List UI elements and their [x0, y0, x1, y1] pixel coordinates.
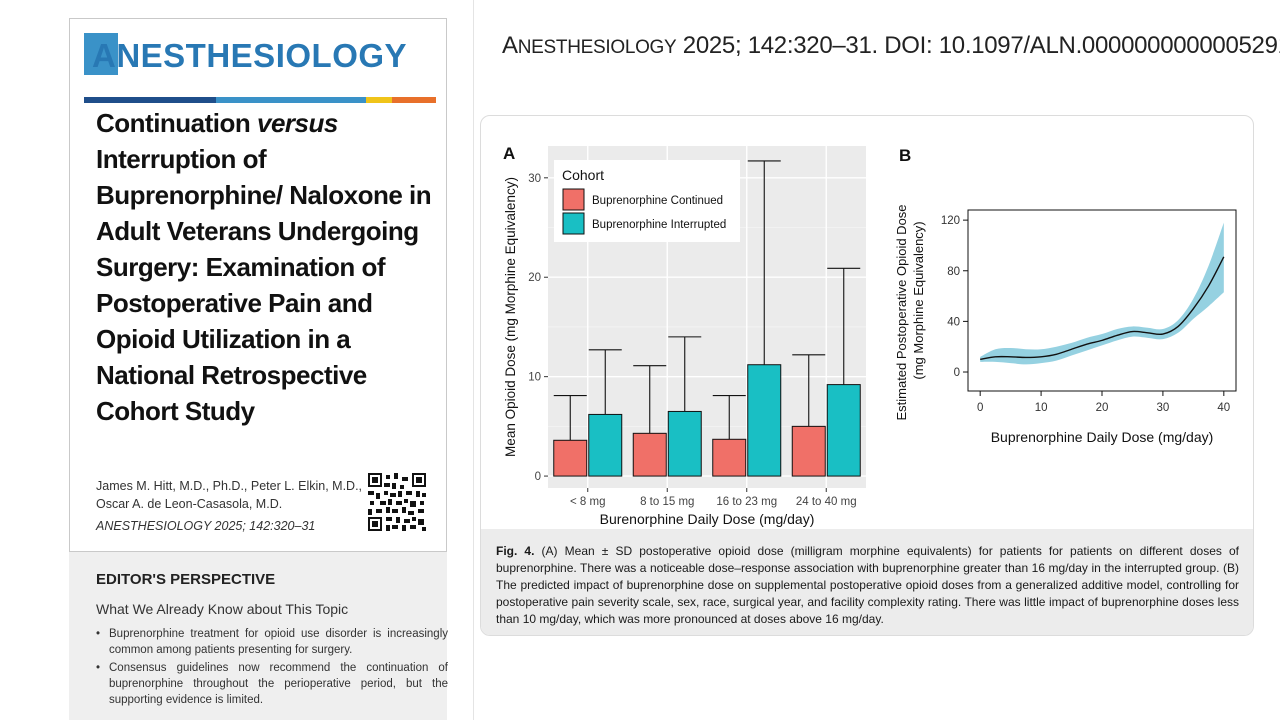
bar — [712, 438, 747, 477]
y-tick-label: 0 — [535, 471, 541, 483]
x-tick-label: 40 — [1217, 402, 1230, 414]
bar — [553, 439, 588, 477]
panel-b-label: B — [899, 146, 911, 165]
editors-perspective: EDITOR'S PERSPECTIVE What We Already Kno… — [69, 552, 448, 720]
logo-bar-orange — [392, 97, 436, 103]
logo-square — [84, 33, 118, 75]
y-tick-label: 20 — [528, 272, 541, 284]
panel-a-y-axis-label: Mean Opioid Dose (mg Morphine Equivalenc… — [503, 177, 518, 457]
article-title: Continuation versus Interruption of Bupr… — [96, 105, 436, 429]
column-divider — [473, 0, 474, 720]
journal-initial: A — [502, 32, 518, 59]
panel-b-ticks: 0 10 20 30 40 0 40 80 120 — [941, 215, 1230, 414]
panel-a-y-ticks: 0 10 20 30 — [528, 173, 548, 483]
qr-code-icon — [368, 473, 426, 531]
editor-bullet: Buprenorphine treatment for opioid use d… — [96, 626, 448, 658]
y-tick-label: 40 — [947, 316, 960, 328]
caption-label: Fig. 4. — [496, 544, 535, 558]
editor-heading: EDITOR'S PERSPECTIVE — [96, 571, 276, 588]
y-tick-label: 80 — [947, 266, 960, 278]
bar — [632, 432, 667, 477]
y-tick-label: 30 — [528, 173, 541, 185]
editor-bullet: Consensus guidelines now recommend the c… — [96, 660, 448, 708]
x-tick-label: 24 to 40 mg — [796, 496, 857, 508]
legend-label: Buprenorphine Continued — [592, 195, 723, 207]
x-tick-label: 16 to 23 mg — [716, 496, 777, 508]
panel-a-x-ticks: < 8 mg 8 to 15 mg 16 to 23 mg 24 to 40 mg — [570, 488, 857, 508]
panel-b-y-axis-label-line2: (mg Morphine Equivalency) — [911, 221, 926, 379]
bar — [667, 410, 702, 477]
bar — [747, 364, 782, 477]
logo-bar-blue — [216, 97, 366, 103]
y-tick-label: 120 — [941, 215, 960, 227]
title-italic: versus — [257, 108, 338, 138]
y-tick-label: 0 — [954, 367, 960, 379]
x-tick-label: 30 — [1157, 402, 1170, 414]
bar — [826, 384, 861, 477]
panel-a-bars — [553, 160, 861, 477]
panel-b-fit-line — [980, 256, 1225, 361]
legend-box — [554, 160, 740, 242]
bar — [588, 413, 623, 477]
journal-citation-header: ANESTHESIOLOGY 2025; 142:320–31. DOI: 10… — [502, 32, 1280, 60]
x-tick-label: < 8 mg — [570, 496, 605, 508]
legend-swatch — [562, 212, 585, 235]
figure-charts: A 0 10 20 30 < 8 mg 8 to 15 mg 16 to 23 mg 24 … — [503, 144, 1237, 527]
panel-b-y-axis-label-line1: Estimated Postoperative Opioid Dose — [894, 204, 909, 420]
editor-bullet-list: Buprenorphine treatment for opioid use d… — [96, 626, 448, 710]
article-card: ANESTHESIOLOGY Continuation versus Inter… — [69, 18, 447, 552]
figure-caption: Fig. 4. (A) Mean ± SD postoperative opio… — [481, 529, 1253, 635]
panel-a-legend: Cohort Buprenorphine Continued Buprenorphi… — [554, 160, 740, 242]
panel-a-label: A — [503, 144, 515, 163]
legend-swatch — [562, 188, 585, 211]
article-citation: ANESTHESIOLOGY 2025; 142:320–31 — [96, 519, 316, 533]
doi-text: 2025; 142:320–31. DOI: 10.1097/ALN.00000… — [676, 32, 1280, 59]
title-part-1: Continuation — [96, 108, 258, 138]
editor-subheading: What We Already Know about This Topic — [96, 601, 349, 617]
panel-a-x-axis-label: Burenorphine Daily Dose (mg/day) — [600, 511, 815, 527]
logo-bar-yellow — [366, 97, 392, 103]
x-tick-label: 20 — [1096, 402, 1109, 414]
caption-text: (A) Mean ± SD postoperative opioid dose … — [496, 544, 1239, 626]
figure-panel: A 0 10 20 30 < 8 mg 8 to 15 mg 16 to 23 mg 24 … — [480, 115, 1254, 636]
panel-b-x-axis-label: Buprenorphine Daily Dose (mg/day) — [991, 429, 1214, 445]
logo-text: ANESTHESIOLOGY — [92, 37, 408, 74]
journal-logo: ANESTHESIOLOGY — [84, 33, 436, 103]
y-tick-label: 10 — [528, 372, 541, 384]
bar — [791, 425, 826, 477]
title-part-2: Interruption of Buprenorphine/ Naloxone … — [96, 144, 432, 426]
authors: James M. Hitt, M.D., Ph.D., Peter L. Elk… — [96, 479, 363, 511]
x-tick-label: 0 — [977, 402, 983, 414]
logo-bar-navy — [84, 97, 216, 103]
legend-title: Cohort — [562, 167, 604, 183]
x-tick-label: 8 to 15 mg — [640, 496, 694, 508]
panel-b-confidence-band — [980, 222, 1224, 365]
legend-label: Buprenorphine Interrupted — [592, 219, 726, 231]
journal-name-rest: NESTHESIOLOGY — [517, 37, 677, 58]
x-tick-label: 10 — [1035, 402, 1048, 414]
